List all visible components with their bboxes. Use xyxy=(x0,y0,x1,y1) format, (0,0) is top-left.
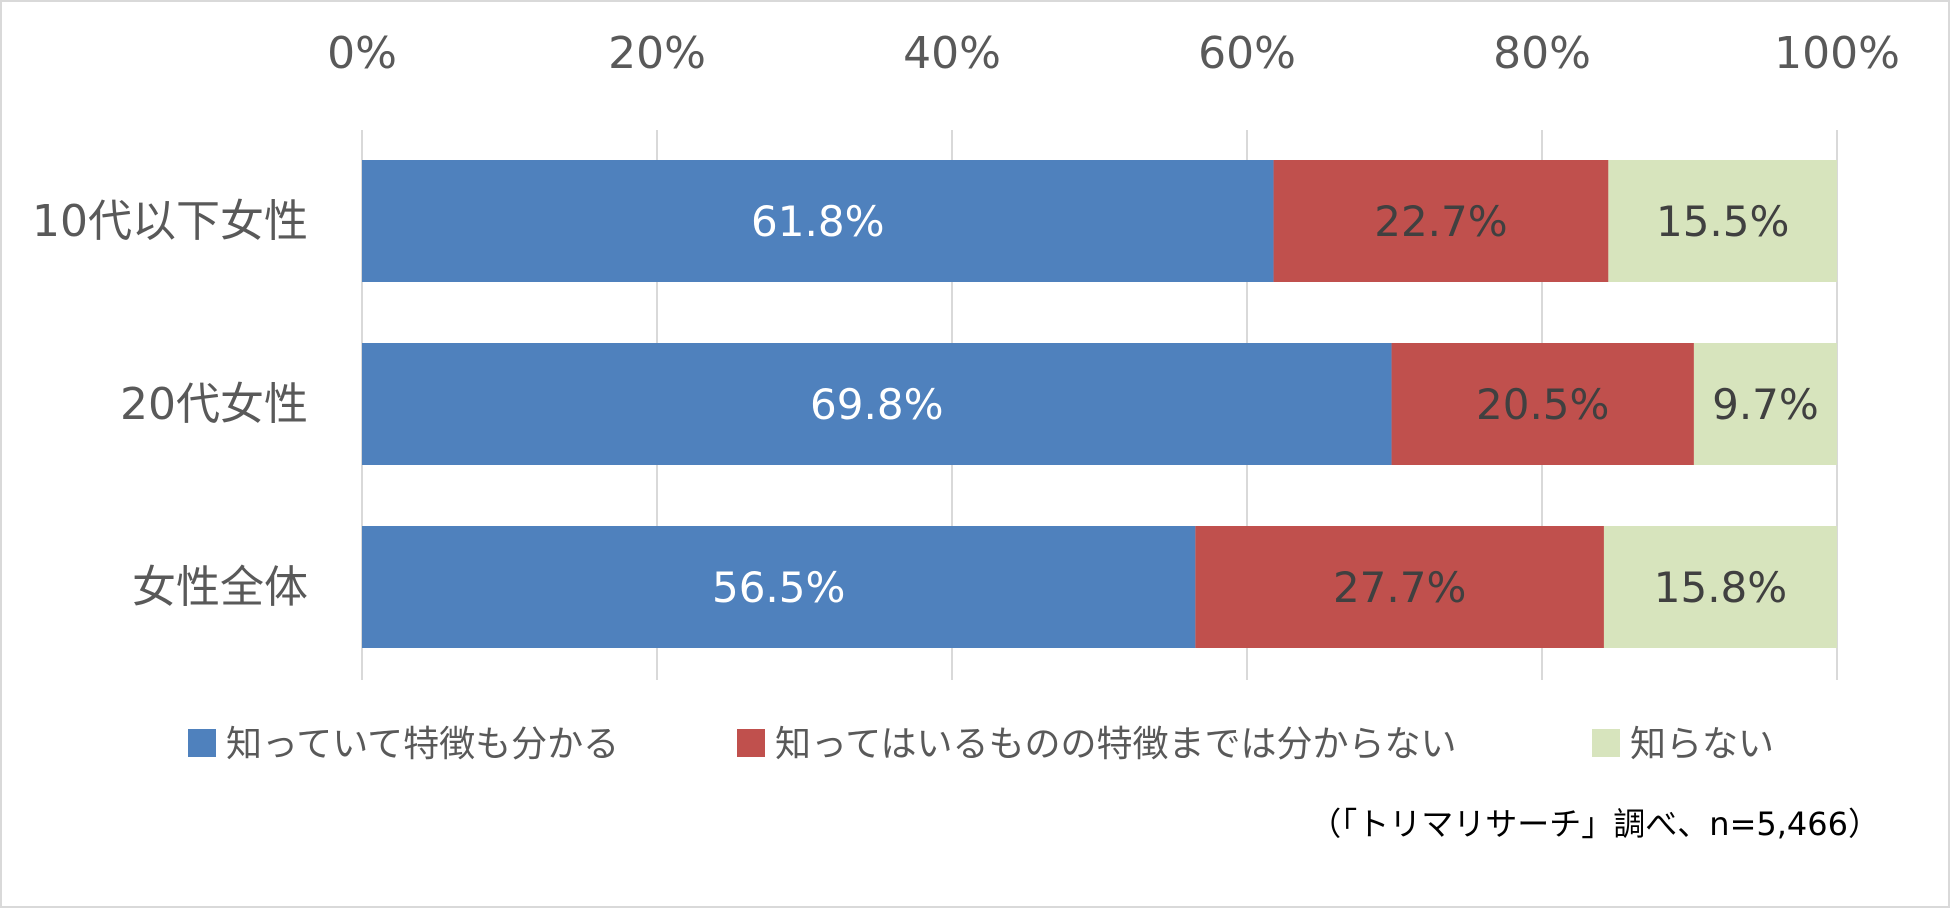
x-tick-label: 60% xyxy=(1198,28,1296,79)
x-tick-label: 80% xyxy=(1493,28,1591,79)
x-tick-label: 20% xyxy=(608,28,706,79)
bar-segment xyxy=(362,160,1274,282)
legend-swatch xyxy=(737,729,765,757)
data-label: 56.5% xyxy=(712,563,845,612)
legend-label: 知ってはいるものの特徴までは分からない xyxy=(775,724,1456,765)
source-note: （「トリマリサーチ」調べ、n=5,466） xyxy=(1309,805,1880,843)
bar-segment xyxy=(362,343,1392,465)
bar-segment xyxy=(362,526,1196,648)
data-label: 27.7% xyxy=(1333,563,1466,612)
data-label: 9.7% xyxy=(1712,380,1819,429)
bar-segment xyxy=(1195,526,1604,648)
category-label: 20代女性 xyxy=(120,379,308,430)
x-tick-label: 40% xyxy=(903,28,1001,79)
legend-label: 知らない xyxy=(1630,724,1774,765)
data-label: 15.5% xyxy=(1656,197,1789,246)
category-label: 10代以下女性 xyxy=(32,196,308,247)
bar-segment xyxy=(1273,160,1609,282)
bar-segment xyxy=(1603,526,1837,648)
x-tick-label: 100% xyxy=(1774,28,1900,79)
bar-segment xyxy=(1608,160,1837,282)
data-label: 20.5% xyxy=(1476,380,1609,429)
data-label: 69.8% xyxy=(810,380,943,429)
bar-segment xyxy=(1693,343,1837,465)
data-label: 22.7% xyxy=(1374,197,1507,246)
bar-segment xyxy=(1391,343,1694,465)
data-label: 61.8% xyxy=(751,197,884,246)
category-label: 女性全体 xyxy=(132,562,308,613)
legend-label: 知っていて特徴も分かる xyxy=(226,724,619,765)
x-tick-label: 0% xyxy=(327,28,397,79)
legend-swatch xyxy=(1592,729,1620,757)
legend-swatch xyxy=(188,729,216,757)
data-label: 15.8% xyxy=(1654,563,1787,612)
